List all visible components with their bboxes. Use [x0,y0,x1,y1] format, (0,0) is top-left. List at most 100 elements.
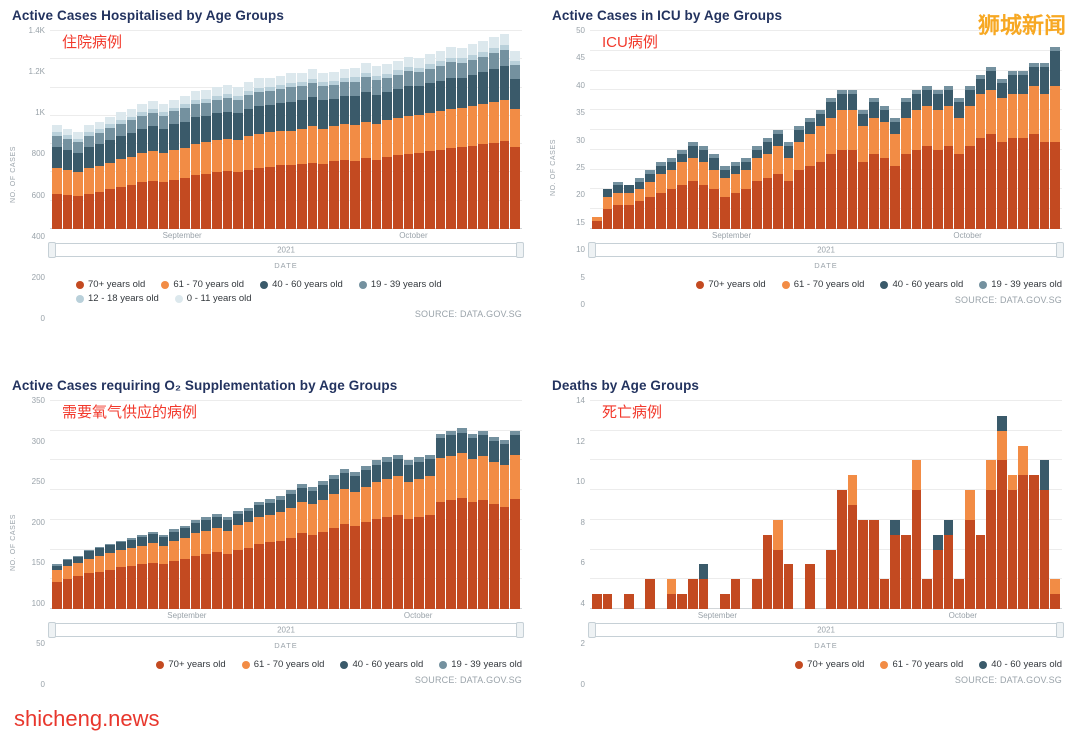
bar-segment [73,152,83,173]
bar-segment [456,48,467,59]
stacked-bar [709,401,719,609]
bar-segment [698,185,709,229]
bar-segment [446,47,456,58]
bar-segment [890,519,901,535]
legend-dot [156,660,165,669]
bar-segment [52,582,62,609]
bar-segment [467,54,478,60]
legend-item[interactable]: 61 - 70 years old [241,659,324,670]
legend-item[interactable]: 12 - 18 years old [76,293,159,304]
legend-item[interactable]: 70+ years old [696,279,766,290]
legend-item[interactable]: 40 - 60 years old [880,279,963,290]
chart-hospitalised: Active Cases Hospitalised by Age Groups … [0,0,540,370]
gridline [590,129,1062,130]
range-slider[interactable]: 2021 [48,242,524,258]
stacked-bar [730,31,741,229]
range-slider[interactable]: 2021 [588,622,1064,638]
stacked-bar [393,31,403,229]
legend-item[interactable]: 19 - 39 years old [358,279,442,290]
bar-segment [361,522,371,609]
bar-segment [954,153,964,229]
bar-segment [115,135,126,159]
y-tick-label: 10 [576,477,585,487]
bar-segment [446,430,456,436]
legend-item[interactable]: 0 - 11 years old [174,293,252,304]
bar-segment [975,137,986,229]
bar-segment [350,96,361,126]
bar-segment [847,505,858,609]
bar-segment [446,108,456,149]
bar-segment [94,571,105,609]
y-axis-labels: 0 50 100 150 200 250 300 350 [23,397,50,689]
bar-segment [478,51,488,57]
legend-label: 19 - 39 years old [451,659,522,670]
stacked-bar [318,401,329,609]
bar-segment [996,82,1007,99]
gridlines [590,30,1062,229]
bar-segment [794,126,805,131]
bar-segment [869,102,879,119]
legend-item[interactable]: 70+ years old [156,659,226,670]
legend-item[interactable]: 70+ years old [795,659,864,670]
range-slider[interactable]: 2021 [588,242,1064,258]
gridline [50,30,522,31]
stacked-bar [645,401,655,609]
bar-segment [773,549,783,609]
stacked-bar [488,31,499,229]
bar-segment [826,98,837,103]
legend-item[interactable]: 61 - 70 years old [161,279,244,290]
bar-segment [94,166,105,193]
bar-segment [371,94,382,124]
bar-segment [52,193,62,229]
stacked-bar [933,31,943,229]
range-slider[interactable]: 2021 [48,622,524,638]
bar-segment [456,62,467,78]
bar-segment [350,81,361,97]
bar-segment [666,161,677,170]
bar-segment [52,135,62,147]
bar-segment [115,111,126,120]
bar-segment [1007,137,1018,229]
plot-row: NO. OF CASES 0 5 10 15 20 25 30 35 40 45 50 ICU病例 … [550,27,1064,309]
bar-segment [869,519,879,609]
bar-segment [62,579,73,609]
bar-segment [467,44,478,55]
bar-segment [478,56,488,73]
stacked-bar [943,401,954,609]
bar-segment [954,118,964,154]
bar-segment [424,515,435,609]
chart-icu: Active Cases in ICU by Age Groups NO. OF… [540,0,1080,370]
legend-item[interactable]: 40 - 60 years old [260,279,343,290]
bar-segment [943,519,954,535]
stacked-bar [1028,31,1039,229]
legend-item[interactable]: 40 - 60 years old [340,659,423,670]
bar-segment [709,189,719,229]
bar-segment [435,458,446,503]
stacked-bar [222,401,233,609]
x-tick-label: October [403,611,433,620]
bar-segment [147,100,158,109]
y-tick-label: 400 [31,231,45,241]
legend-item[interactable]: 61 - 70 years old [781,279,864,290]
legend-item[interactable]: 40 - 60 years old [979,659,1062,670]
legend-item[interactable]: 61 - 70 years old [880,659,963,670]
bar-segment [201,173,211,229]
bar-segment [126,185,137,229]
bar-segment [741,157,751,162]
legend-item[interactable]: 19 - 39 years old [979,279,1062,290]
bar-segment [826,102,837,119]
bar-segment [307,534,318,609]
bar-segment [222,171,233,229]
bar-segment [869,153,879,229]
stacked-bar [329,31,339,229]
stacked-bar [794,31,805,229]
bar-segment [456,432,467,454]
legend-dot [795,660,804,669]
bar-segment [243,108,254,137]
bar-segment [687,145,698,158]
stacked-bar [115,31,126,229]
legend-item[interactable]: 19 - 39 years old [439,659,522,670]
legend-item[interactable]: 70+ years old [76,279,145,290]
bar-segment [986,66,996,71]
